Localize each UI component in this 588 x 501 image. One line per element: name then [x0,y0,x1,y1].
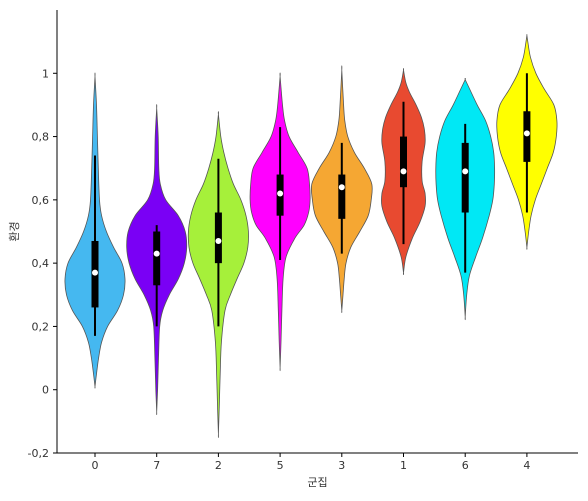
violin-iqr-box [400,136,407,188]
y-tick-label: 0 [42,384,49,397]
y-axis-title: 환경 [8,221,21,241]
x-tick-label: 5 [277,459,284,472]
violin-median-point [277,190,284,197]
y-tick-label: 0,2 [32,320,50,333]
x-tick-label: 2 [215,459,222,472]
violin-median-point [92,269,98,276]
violin-6 [435,78,496,321]
violin-7 [126,104,188,416]
y-tick-label: 0,6 [32,194,50,207]
x-tick-label: 3 [338,459,345,472]
violin-iqr-box [214,212,222,264]
violin-5 [249,72,311,372]
y-axis-ticks: -0,2 0 0,2 0,4 0,6 0,8 1 [28,67,57,460]
x-tick-label: 4 [523,459,530,472]
violin-median-point [400,168,407,175]
violin-2 [187,111,249,438]
violin-iqr-box [338,174,346,219]
y-tick-label: 0,8 [32,131,50,144]
violin-median-point [523,130,530,137]
violin-3 [310,65,373,313]
violin-median-point [338,184,345,191]
y-tick-label: 0,4 [32,257,50,270]
y-tick-label: -0,2 [28,447,49,460]
x-tick-label: 7 [153,459,160,472]
y-tick-label: 1 [42,67,49,80]
plot-area [64,34,558,438]
x-axis-title: 군집 [307,476,327,489]
x-tick-label: 0 [92,459,99,472]
x-tick-label: 1 [400,459,407,472]
violin-0 [64,72,126,389]
violin-median-point [462,168,469,175]
x-tick-label: 6 [462,459,469,472]
violin-median-point [215,237,222,244]
x-axis-ticks: 0 7 2 5 3 1 6 4 [92,453,530,472]
violin-4 [496,34,558,250]
violin-median-point [153,250,160,257]
violin-iqr-box [523,111,531,162]
violin-iqr-box [461,142,469,213]
violin-iqr-box [153,231,161,286]
violin-1 [380,68,427,276]
